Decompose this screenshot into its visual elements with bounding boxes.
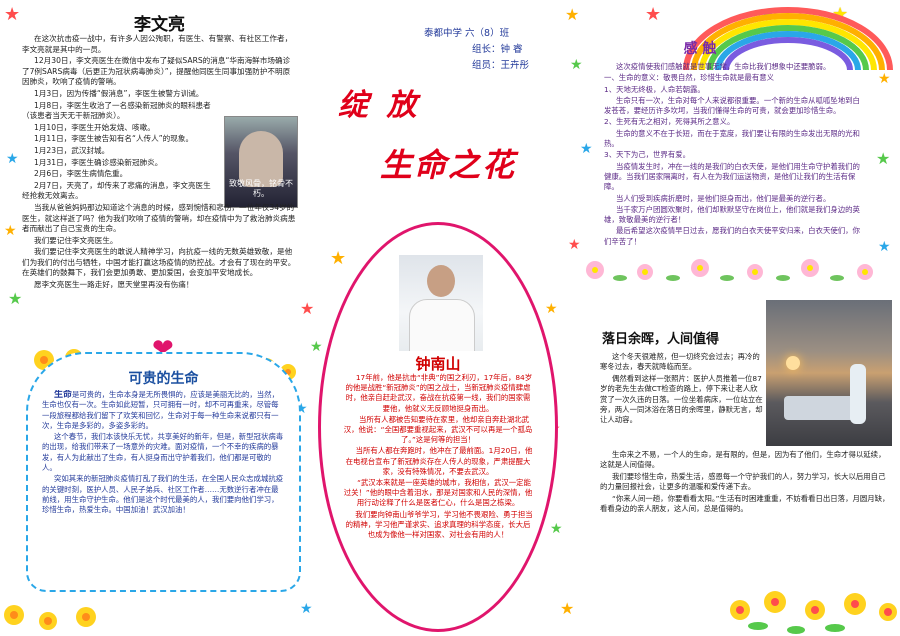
touch-paragraph: 当人们受到疾病折磨时，是他们挺身而出，他们是最美的逆行者。 [616, 193, 831, 203]
sunset-paragraph: 偶然看到这样一张照片：医护人员推着一位87岁的老先生去做CT检查的路上，停下来让… [600, 373, 763, 425]
li-paragraph: 我们要记住李文亮医生。 [34, 235, 118, 245]
sunset-photo-person [850, 364, 866, 424]
zhong-text: 17年前，他是抗击“非典”的国之利刃，17年后，84岁的他是战胜“新冠肺炎”的国… [343, 373, 533, 609]
star-icon: ★ [8, 289, 23, 308]
zhong-paragraph: 当所有人都被告知要待在家里，他却亲自奔赴湖北武汉，他说：“全国都要重视起来，武汉… [343, 414, 533, 445]
li-paragraph: 我们要记住李文亮医生的敢说人精神学习，向抗疫一线的无数英雄致敬，是他们为我们的付… [22, 247, 296, 278]
star-icon: ★ [568, 237, 581, 253]
precious-section: 可贵的生命 生命是可贵的，生命本身是无所畏惧的，应该是美丽无比的，当然，生命也仅… [26, 352, 301, 592]
li-photo-caption: 致敬风骨，铭骨不朽。 [229, 179, 293, 198]
sunset-text-bottom: 生命来之不易，一个人的生命，是有限的，但是，因为有了他们，生命才得以延续，这就是… [600, 450, 890, 586]
sunset-paragraph: “你来人间一趟，你要看看太阳。”生活有时困难重重，不妨看看日出日落，月圆月缺，看… [600, 493, 890, 514]
li-paragraph: 1月10日，李医生开始发烧、咳嗽。 [34, 122, 155, 132]
precious-paragraph-text: 是可贵的，生命本身是无所畏惧的，应该是美丽无比的，当然，生命也仅有一次。生命如此… [42, 390, 279, 430]
touch-title: 感 触 [683, 41, 717, 57]
precious-paragraph: 生命是可贵的，生命本身是无所畏惧的，应该是美丽无比的，当然，生命也仅有一次。生命… [42, 390, 285, 431]
zhong-oval-frame: 钟南山 17年前，他是抗击“非典”的国之利刃，17年后，84岁的他是战胜“新冠肺… [318, 222, 558, 632]
group-member: 组员：王卉彤 [472, 60, 530, 71]
li-photo-figure [239, 131, 283, 187]
li-section: 李文亮 致敬风骨，铭骨不朽。 在这次抗击疫一战中，有许多人因公殉职，有医生、有警… [22, 10, 298, 328]
precious-text: 生命是可贵的，生命本身是无所畏惧的，应该是美丽无比的，当然，生命也仅有一次。生命… [42, 390, 285, 586]
li-paragraph: 1月11日，李医生被告知有名“人传人”的现象。 [34, 134, 194, 144]
zhong-paragraph: “武汉本来就是一座英雄的城市，我相信，武汉一定能过关！”他的眼中含着泪水，那是对… [343, 478, 533, 508]
main-title-line1: 绽 放 [338, 88, 421, 123]
precious-title: 可贵的生命 [128, 371, 199, 387]
zhong-paragraph: 我们要向钟南山爷爷学习，学习他不畏艰险、勇于担当的精神，学习他严谨求实、追求真理… [345, 509, 533, 540]
sunset-section: 落日余晖，人间值得 这个冬天很难熬，但一切终究会过去；再冷的寒冬过去，春天就降临… [578, 300, 896, 590]
li-paragraph: 12月30日，李文亮医生在微信中发布了疑似SARS的消息“华南海鲜市场确诊了7例… [22, 56, 291, 87]
zhong-photo-head [427, 265, 455, 297]
li-paragraph: 愿李文亮医生一路走好，愿天堂里再没有伤痛！ [34, 280, 194, 290]
star-icon: ★ [560, 599, 575, 618]
main-title-line2: 生命之花 [380, 146, 517, 184]
precious-lead-word: 生命 [54, 390, 73, 400]
touch-section: 感 触 这次疫情使我们感触就是世事无常，生命比我们想象中还要脆弱。 一、生命的意… [590, 28, 872, 278]
sunset-paragraph: 我们要珍惜生命，热爱生活，感恩每一个守护我们的人，努力学习，长大以后用自己的力量… [600, 471, 886, 492]
li-paragraph: 2月7日，天亮了，却传来了悲痛的消息，李文亮医生经抢救无效离去。 [22, 180, 211, 201]
star-icon: ★ [4, 4, 21, 25]
sunset-text-top: 这个冬天很难熬，但一切终究会过去；再冷的寒冬过去，春天就降临而至。 偶然看到这样… [600, 352, 764, 452]
star-icon: ★ [4, 223, 17, 239]
sunset-paragraph: 生命来之不易，一个人的生命，是有限的，但是，因为有了他们，生命才得以延续，这就是… [600, 450, 886, 470]
li-photo: 致敬风骨，铭骨不朽。 [224, 116, 298, 208]
touch-paragraph: 生命的意义不在于长短，而在于宽度，我们要让有限的生命发出无限的光和热。 [604, 128, 860, 149]
star-icon: ★ [545, 301, 558, 317]
zhong-photo [399, 255, 483, 351]
star-icon: ★ [645, 4, 662, 25]
touch-text: 这次疫情使我们感触就是世事无常，生命比我们想象中还要脆弱。 一、生命的意义：敬畏… [604, 62, 866, 276]
star-icon: ★ [878, 71, 891, 87]
li-paragraph: 1月31日，李医生确诊感染新冠肺炎。 [34, 157, 163, 167]
touch-paragraph: 2、生死有无之相对，死得其所之意义。 [604, 117, 735, 127]
li-paragraph: 1月8日，李医生收治了一名感染新冠肺炎的眼科患者（该患者当天无干新冠肺炎）。 [22, 100, 211, 121]
star-icon: ★ [300, 601, 313, 617]
star-icon: ★ [6, 151, 19, 167]
li-title: 李文亮 [134, 15, 185, 35]
touch-paragraph: 这次疫情使我们感触就是世事无常，生命比我们想象中还要脆弱。 [616, 62, 831, 71]
sunset-title: 落日余晖，人间值得 [602, 332, 720, 347]
li-paragraph: 1月23日，武汉封城。 [34, 145, 110, 155]
li-text: 在这次抗击疫一战中，有许多人因公殉职，有医生、有警察、有社区工作者，李文亮就是其… [22, 34, 297, 328]
star-icon: ★ [550, 521, 563, 537]
class-info: 泰都中学 六（8）班 组长：钟 睿 组员：王卉彤 [424, 26, 574, 74]
school-class: 泰都中学 六（8）班 [424, 28, 510, 39]
zhong-paragraph: 当所有人都在奔跑时，他冲在了最前面。1月20日，他在电视台宣布了新冠肺炎存在人传… [345, 446, 533, 476]
group-leader: 组长：钟 睿 [472, 44, 523, 55]
zhong-photo-coat [409, 299, 475, 351]
star-icon: ★ [300, 299, 315, 318]
touch-paragraph: 当疫情发生时，冲在一线的是我们的白衣天使，是他们用生命守护着我们的健康。当我们居… [604, 161, 860, 192]
sunset-photo-bed [784, 396, 854, 420]
li-paragraph: 当我从爸爸妈妈那边知道这个消息的时候，感到惋惜和悲伤，一位年仅34岁的医生，就这… [22, 202, 296, 234]
touch-paragraph: 3、天下为己，世界有爱。 [604, 150, 691, 160]
star-icon: ★ [760, 5, 775, 24]
zhong-paragraph: 17年前，他是抗击“非典”的国之利刃，17年后，84岁的他是战胜“新冠肺炎”的国… [345, 373, 533, 413]
star-icon: ★ [878, 239, 891, 255]
li-paragraph: 2月6日，李医生病情危重。 [34, 169, 128, 179]
touch-paragraph: 最后希望这次疫情早日过去，愿我们的白衣天使平安归来，白衣天使们，你们辛苦了！ [604, 226, 860, 246]
touch-paragraph: 生命只有一次，生命对每个人来说都很重要。一个新的生命从呱呱坠地到白发苍苍，要经历… [604, 95, 860, 116]
star-icon: ★ [832, 4, 849, 25]
sunset-photo [766, 300, 892, 446]
sunset-paragraph: 这个冬天很难熬，但一切终究会过去；再冷的寒冬过去，春天就降临而至。 [600, 352, 760, 372]
touch-paragraph: 1、天地无终极，人命若朝露。 [604, 84, 705, 94]
li-paragraph: 1月3日，因为传播“假消息”，李医生被警方训诫。 [34, 88, 204, 98]
star-icon: ★ [565, 5, 580, 24]
sunset-photo-sun [786, 356, 800, 370]
touch-paragraph: 一、生命的意义：敬畏自然，珍惜生命就是最有意义 [604, 73, 774, 83]
precious-paragraph: 突如其来的新冠肺炎疫情打乱了我们的生活，在全国人民众志成城抗疫的关键时刻，医护人… [42, 474, 284, 515]
zhong-name: 钟南山 [415, 355, 461, 373]
precious-paragraph: 这个春节，我们本该快乐无忧，共享美好的新年，但是，新型冠状病毒的出现，给我们带来… [42, 432, 284, 473]
li-paragraph: 在这次抗击疫一战中，有许多人因公殉职，有医生、有警察、有社区工作者，李文亮就是其… [22, 34, 293, 54]
star-icon: ★ [330, 248, 347, 269]
star-icon: ★ [876, 149, 891, 168]
flower-cluster-icon [4, 605, 96, 630]
touch-paragraph: 当千家万户团圆欢聚时，他们却默默坚守在岗位上，他们就是我们身边的英雄，致敬最美的… [604, 204, 860, 225]
